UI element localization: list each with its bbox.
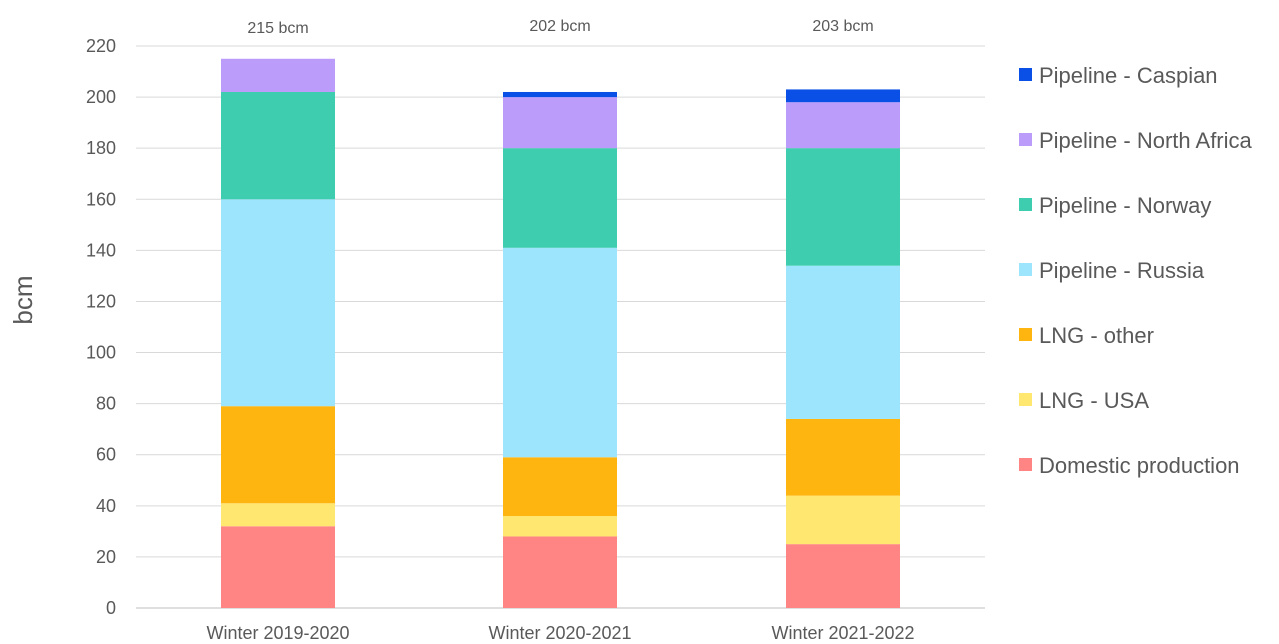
bar-total-label: 202 bcm <box>529 18 590 35</box>
legend-label: Domestic production <box>1039 453 1240 478</box>
y-tick-label: 40 <box>96 496 116 516</box>
bar-segment <box>786 89 900 103</box>
bar-total-label: 215 bcm <box>247 20 308 37</box>
bar-segment <box>221 406 335 504</box>
bar-segment <box>786 148 900 266</box>
y-axis-label: bcm <box>8 275 38 324</box>
bar-segment <box>221 526 335 608</box>
y-tick-label: 220 <box>86 36 116 56</box>
legend-swatch <box>1019 133 1032 146</box>
y-tick-label: 20 <box>96 547 116 567</box>
y-tick-label: 140 <box>86 240 116 260</box>
bar-segment <box>503 91 617 98</box>
legend-label: Pipeline - Norway <box>1039 193 1211 218</box>
legend-label: Pipeline - Caspian <box>1039 63 1218 88</box>
bar-segment <box>786 102 900 149</box>
legend-label: Pipeline - Russia <box>1039 258 1205 283</box>
bar-segment <box>503 457 617 517</box>
legend-swatch <box>1019 198 1032 211</box>
bar-segment <box>503 148 617 248</box>
y-tick-label: 0 <box>106 598 116 618</box>
bar-total-label: 203 bcm <box>812 18 873 35</box>
bar-segment <box>786 495 900 545</box>
bar-segment <box>221 58 335 92</box>
x-tick-label: Winter 2020-2021 <box>488 623 631 643</box>
y-tick-label: 160 <box>86 189 116 209</box>
legend-swatch <box>1019 68 1032 81</box>
bar-segment <box>503 536 617 608</box>
y-tick-label: 180 <box>86 138 116 158</box>
bar-segment <box>503 247 617 458</box>
y-tick-label: 120 <box>86 291 116 311</box>
x-tick-label: Winter 2019-2020 <box>206 623 349 643</box>
bar-segment <box>503 97 617 149</box>
bar-segment <box>221 91 335 200</box>
legend-swatch <box>1019 458 1032 471</box>
x-axis-ticks: Winter 2019-2020 Winter 2020-2021 Winter 2… <box>206 623 914 643</box>
bar-segment <box>786 265 900 419</box>
bar-segment <box>786 418 900 496</box>
bar-segment <box>786 544 900 608</box>
legend-swatch <box>1019 393 1032 406</box>
x-tick-label: Winter 2021-2022 <box>771 623 914 643</box>
legend: Pipeline - Caspian Pipeline - North Afric… <box>1019 63 1253 478</box>
y-tick-label: 100 <box>86 343 116 363</box>
legend-label: Pipeline - North Africa <box>1039 128 1253 153</box>
legend-label: LNG - other <box>1039 323 1154 348</box>
y-tick-label: 60 <box>96 445 116 465</box>
legend-label: LNG - USA <box>1039 388 1149 413</box>
y-axis-ticks: 0 20 40 60 80 100 120 140 160 180 200 220 <box>86 36 116 618</box>
bars <box>221 58 900 608</box>
bar-segment <box>221 503 335 527</box>
bar-total-labels: 215 bcm 202 bcm 203 bcm <box>247 18 873 37</box>
legend-swatch <box>1019 263 1032 276</box>
bar-segment <box>503 516 617 537</box>
y-tick-label: 200 <box>86 87 116 107</box>
y-tick-label: 80 <box>96 394 116 414</box>
legend-swatch <box>1019 328 1032 341</box>
bar-segment <box>221 199 335 407</box>
